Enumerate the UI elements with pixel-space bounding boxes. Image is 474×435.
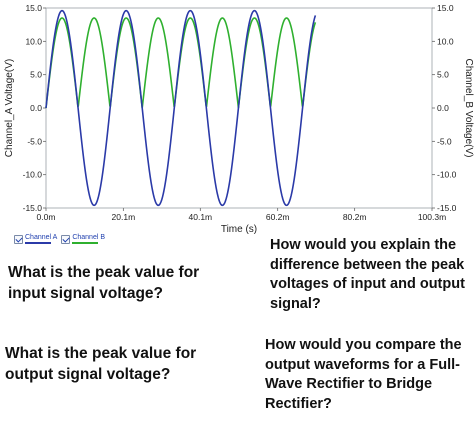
legend-text-channel-b: Channel B: [72, 234, 106, 241]
y-tick-label-right: 0.0: [437, 103, 449, 113]
y-tick-label-left: -15.0: [23, 203, 43, 213]
chart-legend: Channel A Channel B: [14, 234, 105, 244]
y-tick-label-left: -5.0: [27, 136, 42, 146]
x-tick-label: 80.2m: [343, 212, 367, 222]
checkbox-channel-b[interactable]: [61, 235, 71, 244]
y-tick-label-left: 15.0: [25, 3, 42, 13]
legend-label-channel-a: Channel A: [25, 234, 57, 244]
y-tick-label-right: -10.0: [437, 170, 457, 180]
series-line-channel-a: [45, 9, 317, 207]
y-tick-label-left: 5.0: [30, 70, 42, 80]
y-axis-label-left: Channel_A Voltage(V): [4, 59, 15, 157]
y-tick-label-left: -10.0: [23, 170, 43, 180]
legend-item-channel-a[interactable]: Channel A: [14, 234, 57, 244]
y-tick-label-right: 10.0: [437, 36, 454, 46]
legend-label-channel-b: Channel B: [72, 234, 105, 244]
checkbox-channel-a[interactable]: [14, 235, 23, 244]
y-tick-label-right: 15.0: [437, 3, 454, 13]
y-tick-label-left: 10.0: [25, 36, 42, 46]
x-tick-label: 100.3m: [418, 212, 446, 222]
y-tick-label-right: 5.0: [437, 70, 449, 80]
x-tick-label: 40.1m: [189, 212, 213, 222]
legend-swatch-channel-a: [25, 242, 51, 244]
question-peak-difference: How would you explain the difference bet…: [270, 237, 465, 312]
question-input-peak: What is the peak value for input signal …: [8, 264, 200, 302]
question-output-peak: What is the peak value for output signal…: [5, 345, 197, 383]
y-tick-label-left: 0.0: [30, 103, 42, 113]
legend-swatch-channel-b: [72, 242, 99, 244]
legend-item-channel-b[interactable]: Channel B: [61, 234, 105, 244]
x-tick-label: 60.2m: [266, 212, 290, 222]
y-tick-label-right: -5.0: [437, 136, 452, 146]
voltage-chart: 0.0m 20.1m 40.1m 60.2m 80.2m 100.3m 15.0 15.0 1…: [4, 3, 474, 235]
x-axis-label: Time (s): [221, 224, 257, 235]
question-compare-rectifiers: How would you compare the output wavefor…: [265, 337, 462, 412]
x-tick-label: 0.0m: [37, 212, 56, 222]
x-tick-label: 20.1m: [112, 212, 136, 222]
y-tick-label-right: -15.0: [437, 203, 457, 213]
legend-text-channel-a: Channel A: [25, 234, 58, 241]
y-axis-label-right: Channel_B Voltage(V): [463, 59, 474, 158]
